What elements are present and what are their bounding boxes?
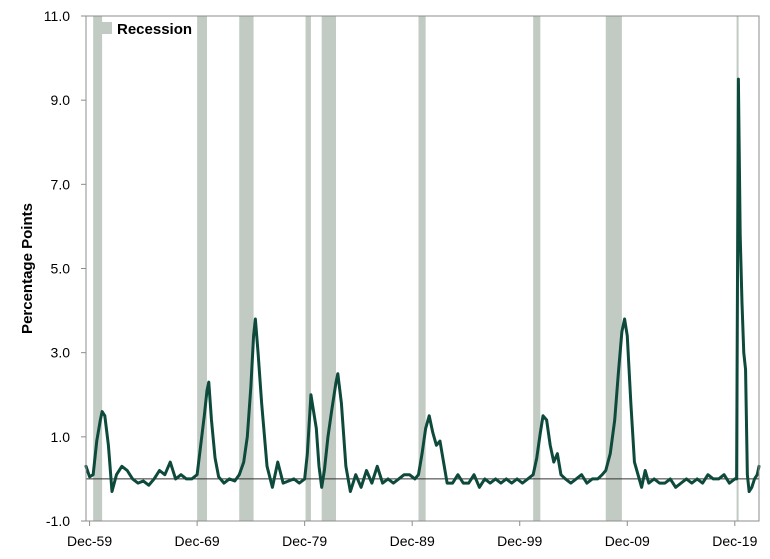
y-tick-label-3: 5.0 <box>51 261 71 277</box>
x-tick-label-3: Dec-89 <box>390 533 435 549</box>
y-tick-label-1: 9.0 <box>51 92 71 108</box>
x-tick-label-1: Dec-69 <box>175 533 220 549</box>
y-tick-label-2: 7.0 <box>51 176 71 192</box>
recession-band-3 <box>305 16 311 521</box>
y-axis-title: Percentage Points <box>19 203 36 334</box>
series-layer <box>84 77 761 494</box>
x-tick-label-6: Dec-19 <box>712 533 757 549</box>
recession-band-7 <box>605 16 622 521</box>
recession-band-6 <box>533 16 541 521</box>
x-tick-label-2: Dec-79 <box>282 533 327 549</box>
y-tick-label-0: 11.0 <box>44 8 70 24</box>
y-tick-label-5: 1.0 <box>51 429 71 445</box>
legend: Recession <box>102 21 192 38</box>
series-line-0 <box>84 77 761 494</box>
y-tick-label-4: 3.0 <box>51 345 71 361</box>
x-tick-label-0: Dec-59 <box>67 533 112 549</box>
y-axis-ticks: 11.0 9.0 7.0 5.0 3.0 1.0 -1.0 <box>44 8 86 529</box>
x-tick-label-5: Dec-09 <box>605 533 650 549</box>
recession-bands <box>93 16 739 521</box>
recession-band-1 <box>197 16 207 521</box>
x-axis-ticks: Dec-59 Dec-69 Dec-79 Dec-89 Dec-99 Dec-09 Dec-… <box>67 521 758 549</box>
legend-swatch-recession <box>102 22 112 34</box>
recession-band-5 <box>418 16 426 521</box>
y-tick-label-6: -1.0 <box>46 513 70 529</box>
legend-label-recession: Recession <box>117 21 192 38</box>
recession-band-0 <box>93 16 103 521</box>
recession-band-4 <box>321 16 337 521</box>
x-tick-label-4: Dec-99 <box>497 533 542 549</box>
